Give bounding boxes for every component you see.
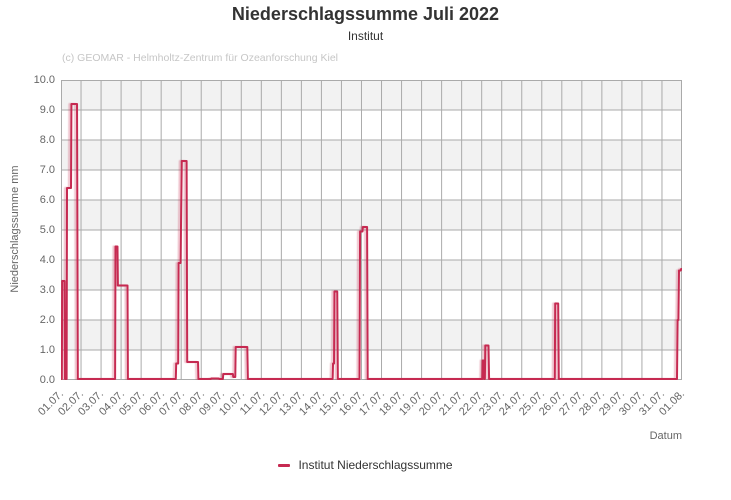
chart-subtitle: Institut [347,29,384,43]
plot-band [61,140,682,170]
y-tick-label: 4.0 [39,254,55,266]
y-tick-label: 1.0 [39,344,55,356]
y-tick-label: 9.0 [39,104,55,116]
credit-text: (c) GEOMAR - Helmholtz-Zentrum für Ozean… [62,52,338,64]
legend-label: Institut Niederschlagssumme [298,458,453,472]
y-tick-label: 10.0 [33,74,55,86]
series-line[interactable] [61,103,682,380]
plot-band [61,200,682,230]
legend: Institut Niederschlagssumme [0,458,731,472]
plot-band [61,320,682,350]
x-axis-title: Datum [649,430,682,442]
plot-area [61,80,682,380]
y-axis-title: Niederschlagssumme mm [9,165,21,293]
y-tick-label: 5.0 [39,224,55,236]
y-tick-label: 8.0 [39,134,55,146]
plot-band [61,80,682,110]
y-tick-label: 2.0 [39,314,55,326]
plot-band [61,260,682,290]
y-tick-label: 7.0 [39,164,55,176]
y-tick-label: 3.0 [39,284,55,296]
legend-item-institut[interactable]: Institut Niederschlagssumme [278,458,453,472]
chart-title: Niederschlagssumme Juli 2022 [231,4,500,24]
legend-line-icon [278,463,291,467]
y-tick-label: 0.0 [39,374,55,386]
y-tick-label: 6.0 [39,194,55,206]
